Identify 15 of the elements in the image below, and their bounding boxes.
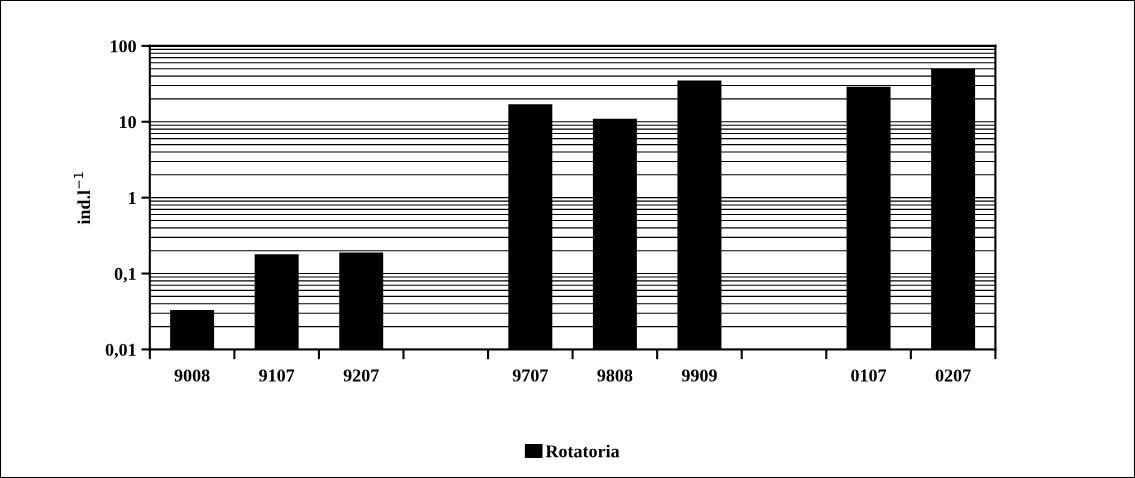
x-tick-label: 9207 (343, 369, 379, 382)
y-tick-label: 10 (120, 116, 136, 129)
y-tick-label: 0,1 (114, 267, 136, 283)
x-tick-label: 0107 (851, 369, 887, 382)
legend-label: Rotatoria (545, 444, 620, 458)
x-tick-label: 9107 (259, 369, 295, 382)
y-axis-title: ind.l$^{−1}$ (73, 172, 91, 225)
x-tick-label: 9808 (597, 369, 633, 382)
x-tick-label: 9909 (681, 369, 717, 382)
x-tick-label: 0207 (935, 369, 971, 382)
y-tick-label: 1 (129, 192, 136, 204)
x-tick-label: 9008 (174, 369, 210, 382)
y-tick-label: 0,01 (105, 343, 136, 359)
y-tick-label: 100 (110, 40, 136, 53)
x-tick-label: 9707 (512, 369, 548, 382)
